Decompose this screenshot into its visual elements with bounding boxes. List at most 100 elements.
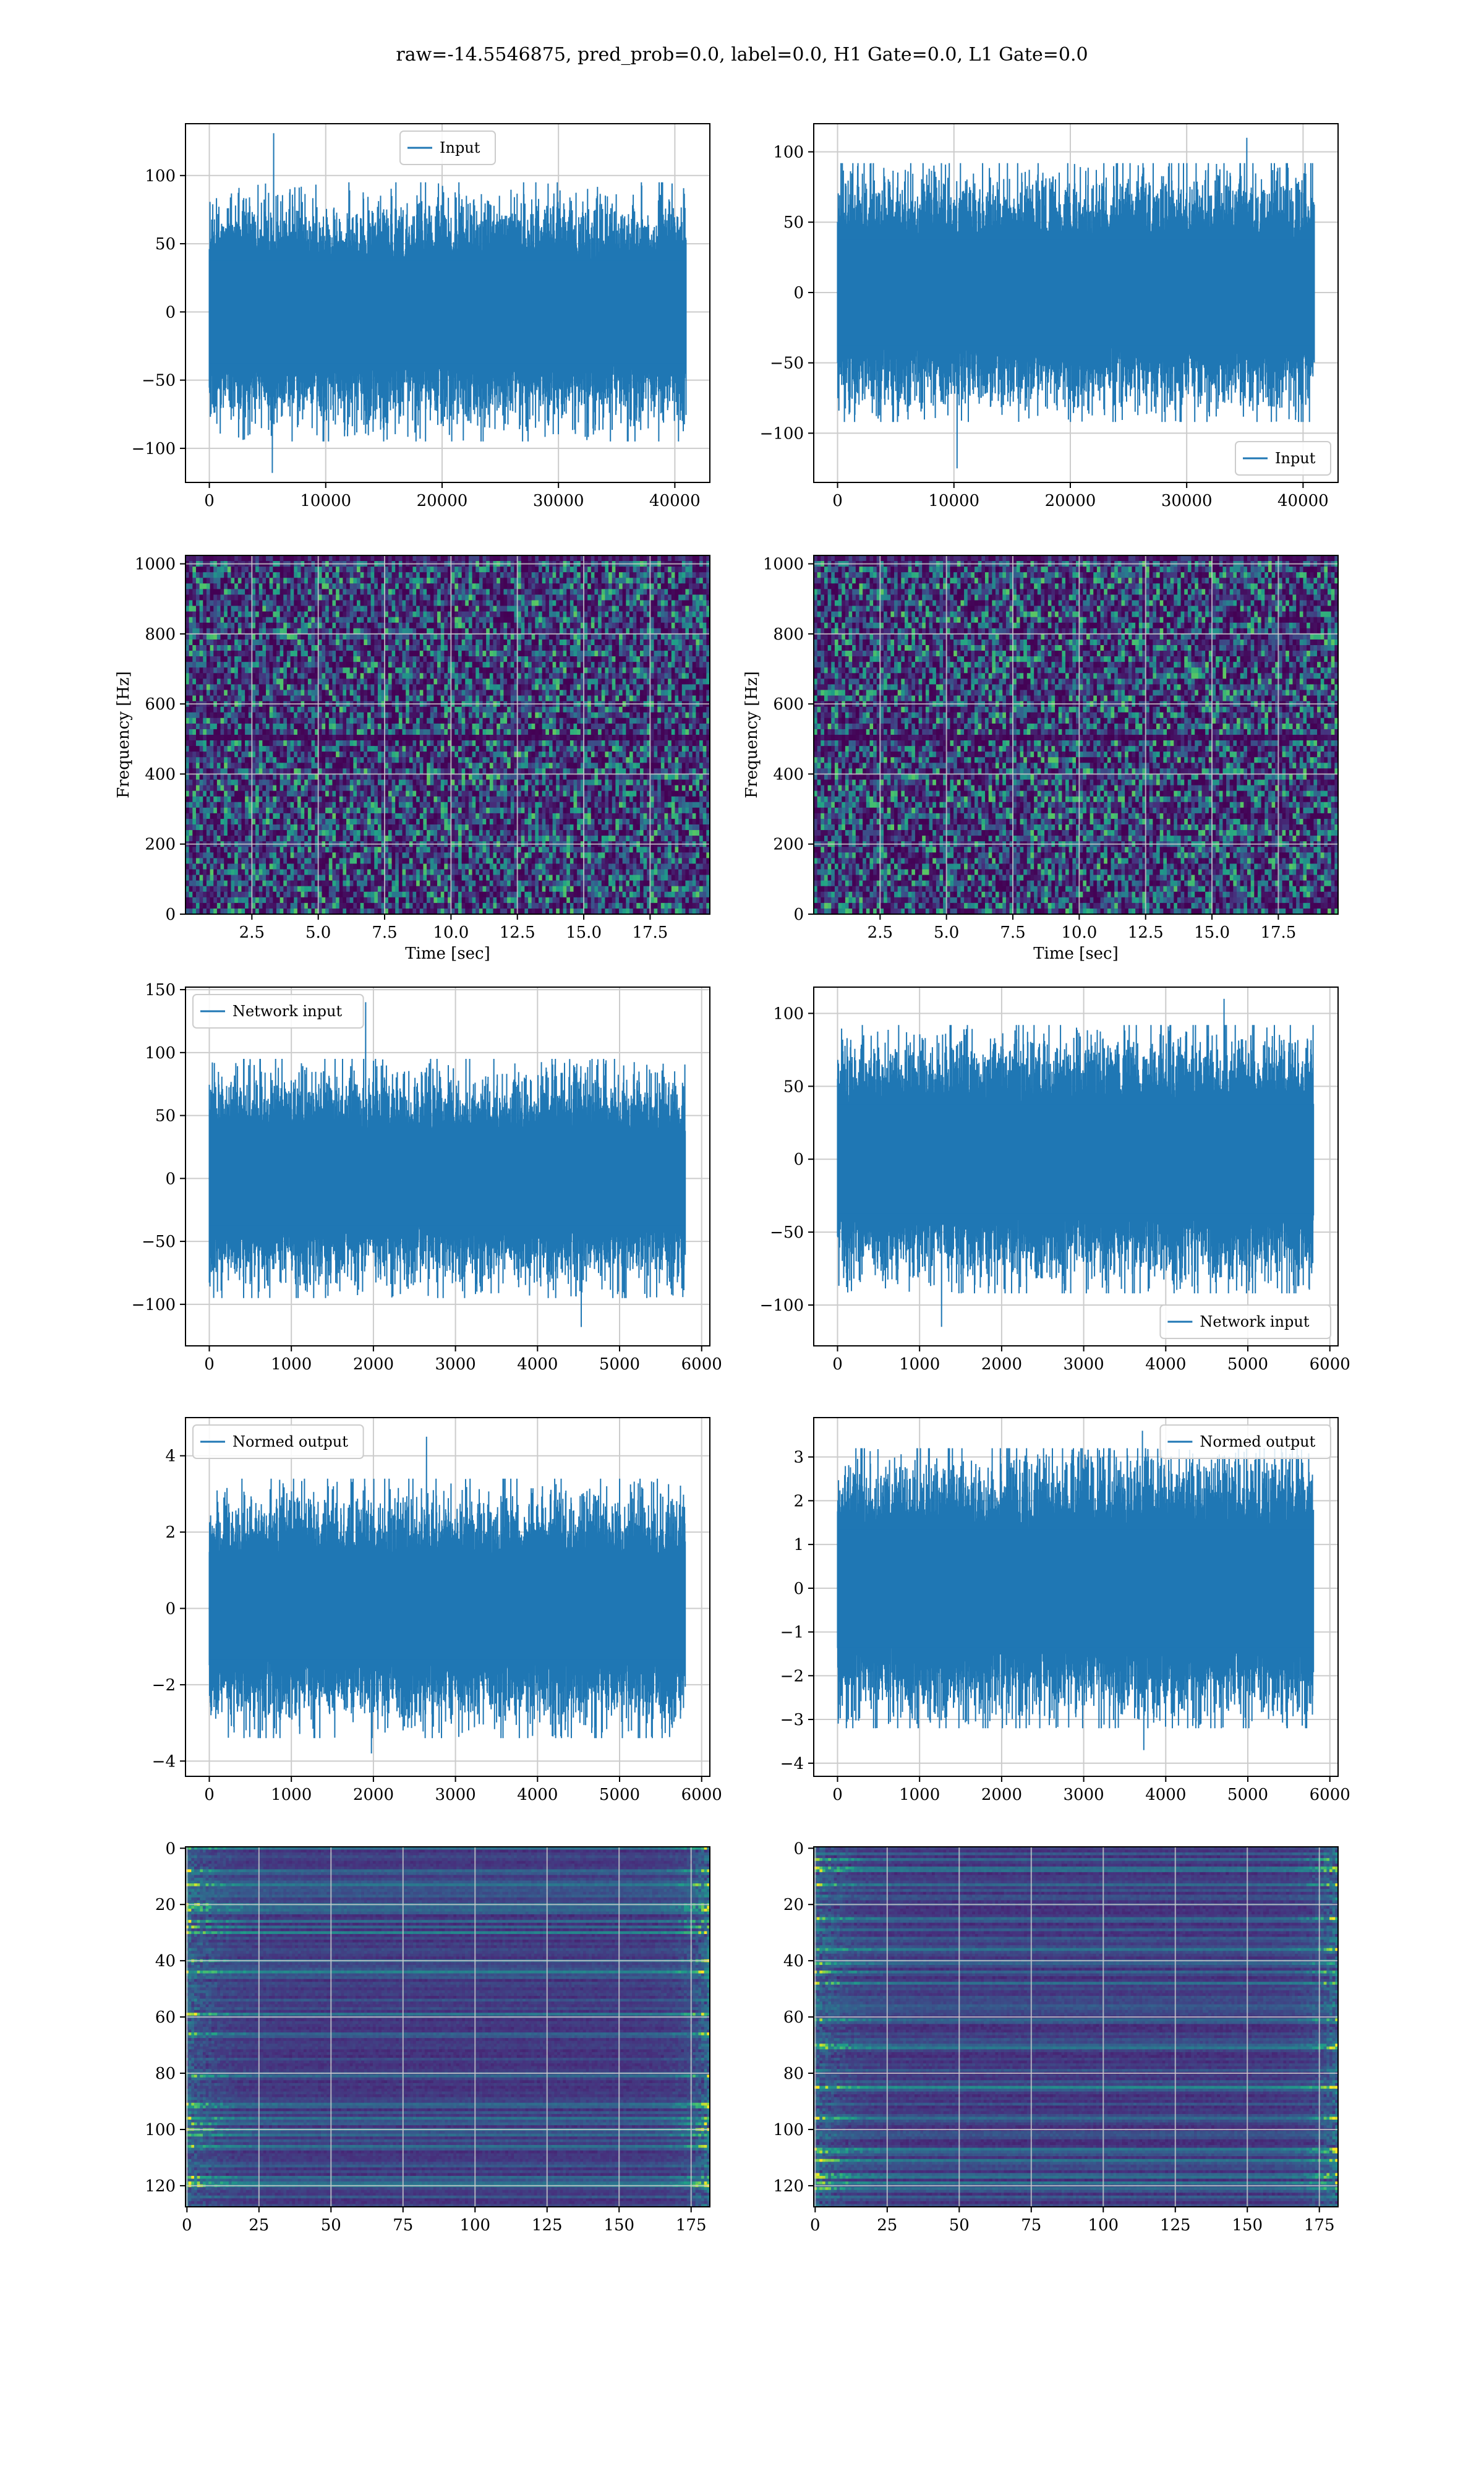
heatmap-cell [644,594,647,601]
heatmap-cell [629,640,633,646]
heatmap-cell [336,735,339,741]
heatmap-cell [605,667,608,674]
heatmap-cell [549,555,553,562]
heatmap-cell [661,589,665,595]
heatmap-cell [598,713,602,719]
heatmap-cell [444,707,448,713]
heatmap-cell [252,678,255,685]
heatmap-cell [270,623,273,629]
heatmap-cell [458,651,462,657]
heatmap-cell [203,713,207,719]
heatmap-cell [332,724,336,730]
heatmap-cell [636,645,640,651]
heatmap-cell [412,583,416,589]
heatmap-cell [475,594,479,601]
heatmap-cell [629,684,633,690]
heatmap-cell [364,662,367,668]
heatmap-cell [483,612,487,618]
heatmap-cell [532,690,535,696]
heatmap-cell [364,601,367,607]
heatmap-cell [339,572,343,578]
heatmap-cell [245,651,249,657]
heatmap-cell [364,713,367,719]
heatmap-cell [524,651,528,657]
heatmap-cell [566,713,570,719]
heatmap-cell [668,572,672,578]
heatmap-cell [238,606,242,612]
heatmap-cell [301,656,305,662]
heatmap-cell [423,594,427,601]
heatmap-cell [399,583,403,589]
heatmap-cell [507,640,511,646]
heatmap-cell [619,601,623,607]
heatmap-cell [462,594,466,601]
heatmap-cell [490,634,493,640]
heatmap-cell [458,555,462,562]
heatmap-cell [339,656,343,662]
heatmap-cell [693,623,696,629]
heatmap-cell [605,594,608,601]
heatmap-cell [472,572,476,578]
heatmap-cell [294,589,297,595]
heatmap-cell [234,634,238,640]
heatmap-cell [276,678,280,685]
heatmap-cell [475,707,479,713]
heatmap-cell [392,555,396,562]
heatmap-cell [598,594,602,601]
heatmap-cell [605,578,608,584]
heatmap-cell [574,735,578,741]
heatmap-cell [343,662,346,668]
heatmap-cell [207,724,210,730]
heatmap-cell [668,555,672,562]
heatmap-cell [200,555,203,562]
heatmap-cell [312,735,315,741]
heatmap-cell [294,634,297,640]
heatmap-cell [497,678,500,685]
heatmap-cell [283,662,287,668]
heatmap-cell [224,583,228,589]
heatmap-cell [203,612,207,618]
heatmap-cell [403,713,406,719]
heatmap-cell [594,684,598,690]
heatmap-cell [605,634,608,640]
heatmap-cell [703,555,707,562]
heatmap-cell [615,623,619,629]
heatmap-cell [367,572,371,578]
heatmap-cell [490,567,493,573]
heatmap-cell [360,696,364,702]
heatmap-cell [433,662,437,668]
heatmap-cell [454,656,458,662]
heatmap-cell [623,724,626,730]
heatmap-cell [308,567,312,573]
heatmap-cell [657,696,661,702]
heatmap-cell [682,623,686,629]
heatmap-cell [570,656,574,662]
heatmap-cell [650,684,654,690]
heatmap-cell [412,735,416,741]
heatmap-cell [423,667,427,674]
heatmap-cell [629,662,633,668]
heatmap-cell [636,718,640,724]
heatmap-cell [535,656,539,662]
heatmap-cell [430,690,434,696]
heatmap-cell [374,578,378,584]
heatmap-cell [416,735,420,741]
heatmap-cell [542,651,546,657]
heatmap-cell [591,640,595,646]
heatmap-cell [427,572,430,578]
heatmap-cell [409,578,413,584]
heatmap-cell [395,690,399,696]
heatmap-cell [549,606,553,612]
heatmap-cell [385,713,388,719]
heatmap-cell [685,707,689,713]
heatmap-cell [661,651,665,657]
heatmap-cell [615,634,619,640]
heatmap-cell [693,651,696,657]
heatmap-cell [626,612,629,618]
heatmap-cell [367,634,371,640]
heatmap-cell [483,729,487,735]
heatmap-cell [535,555,539,562]
heatmap-cell [427,578,430,584]
heatmap-cell [196,583,200,589]
heatmap-cell [403,623,406,629]
